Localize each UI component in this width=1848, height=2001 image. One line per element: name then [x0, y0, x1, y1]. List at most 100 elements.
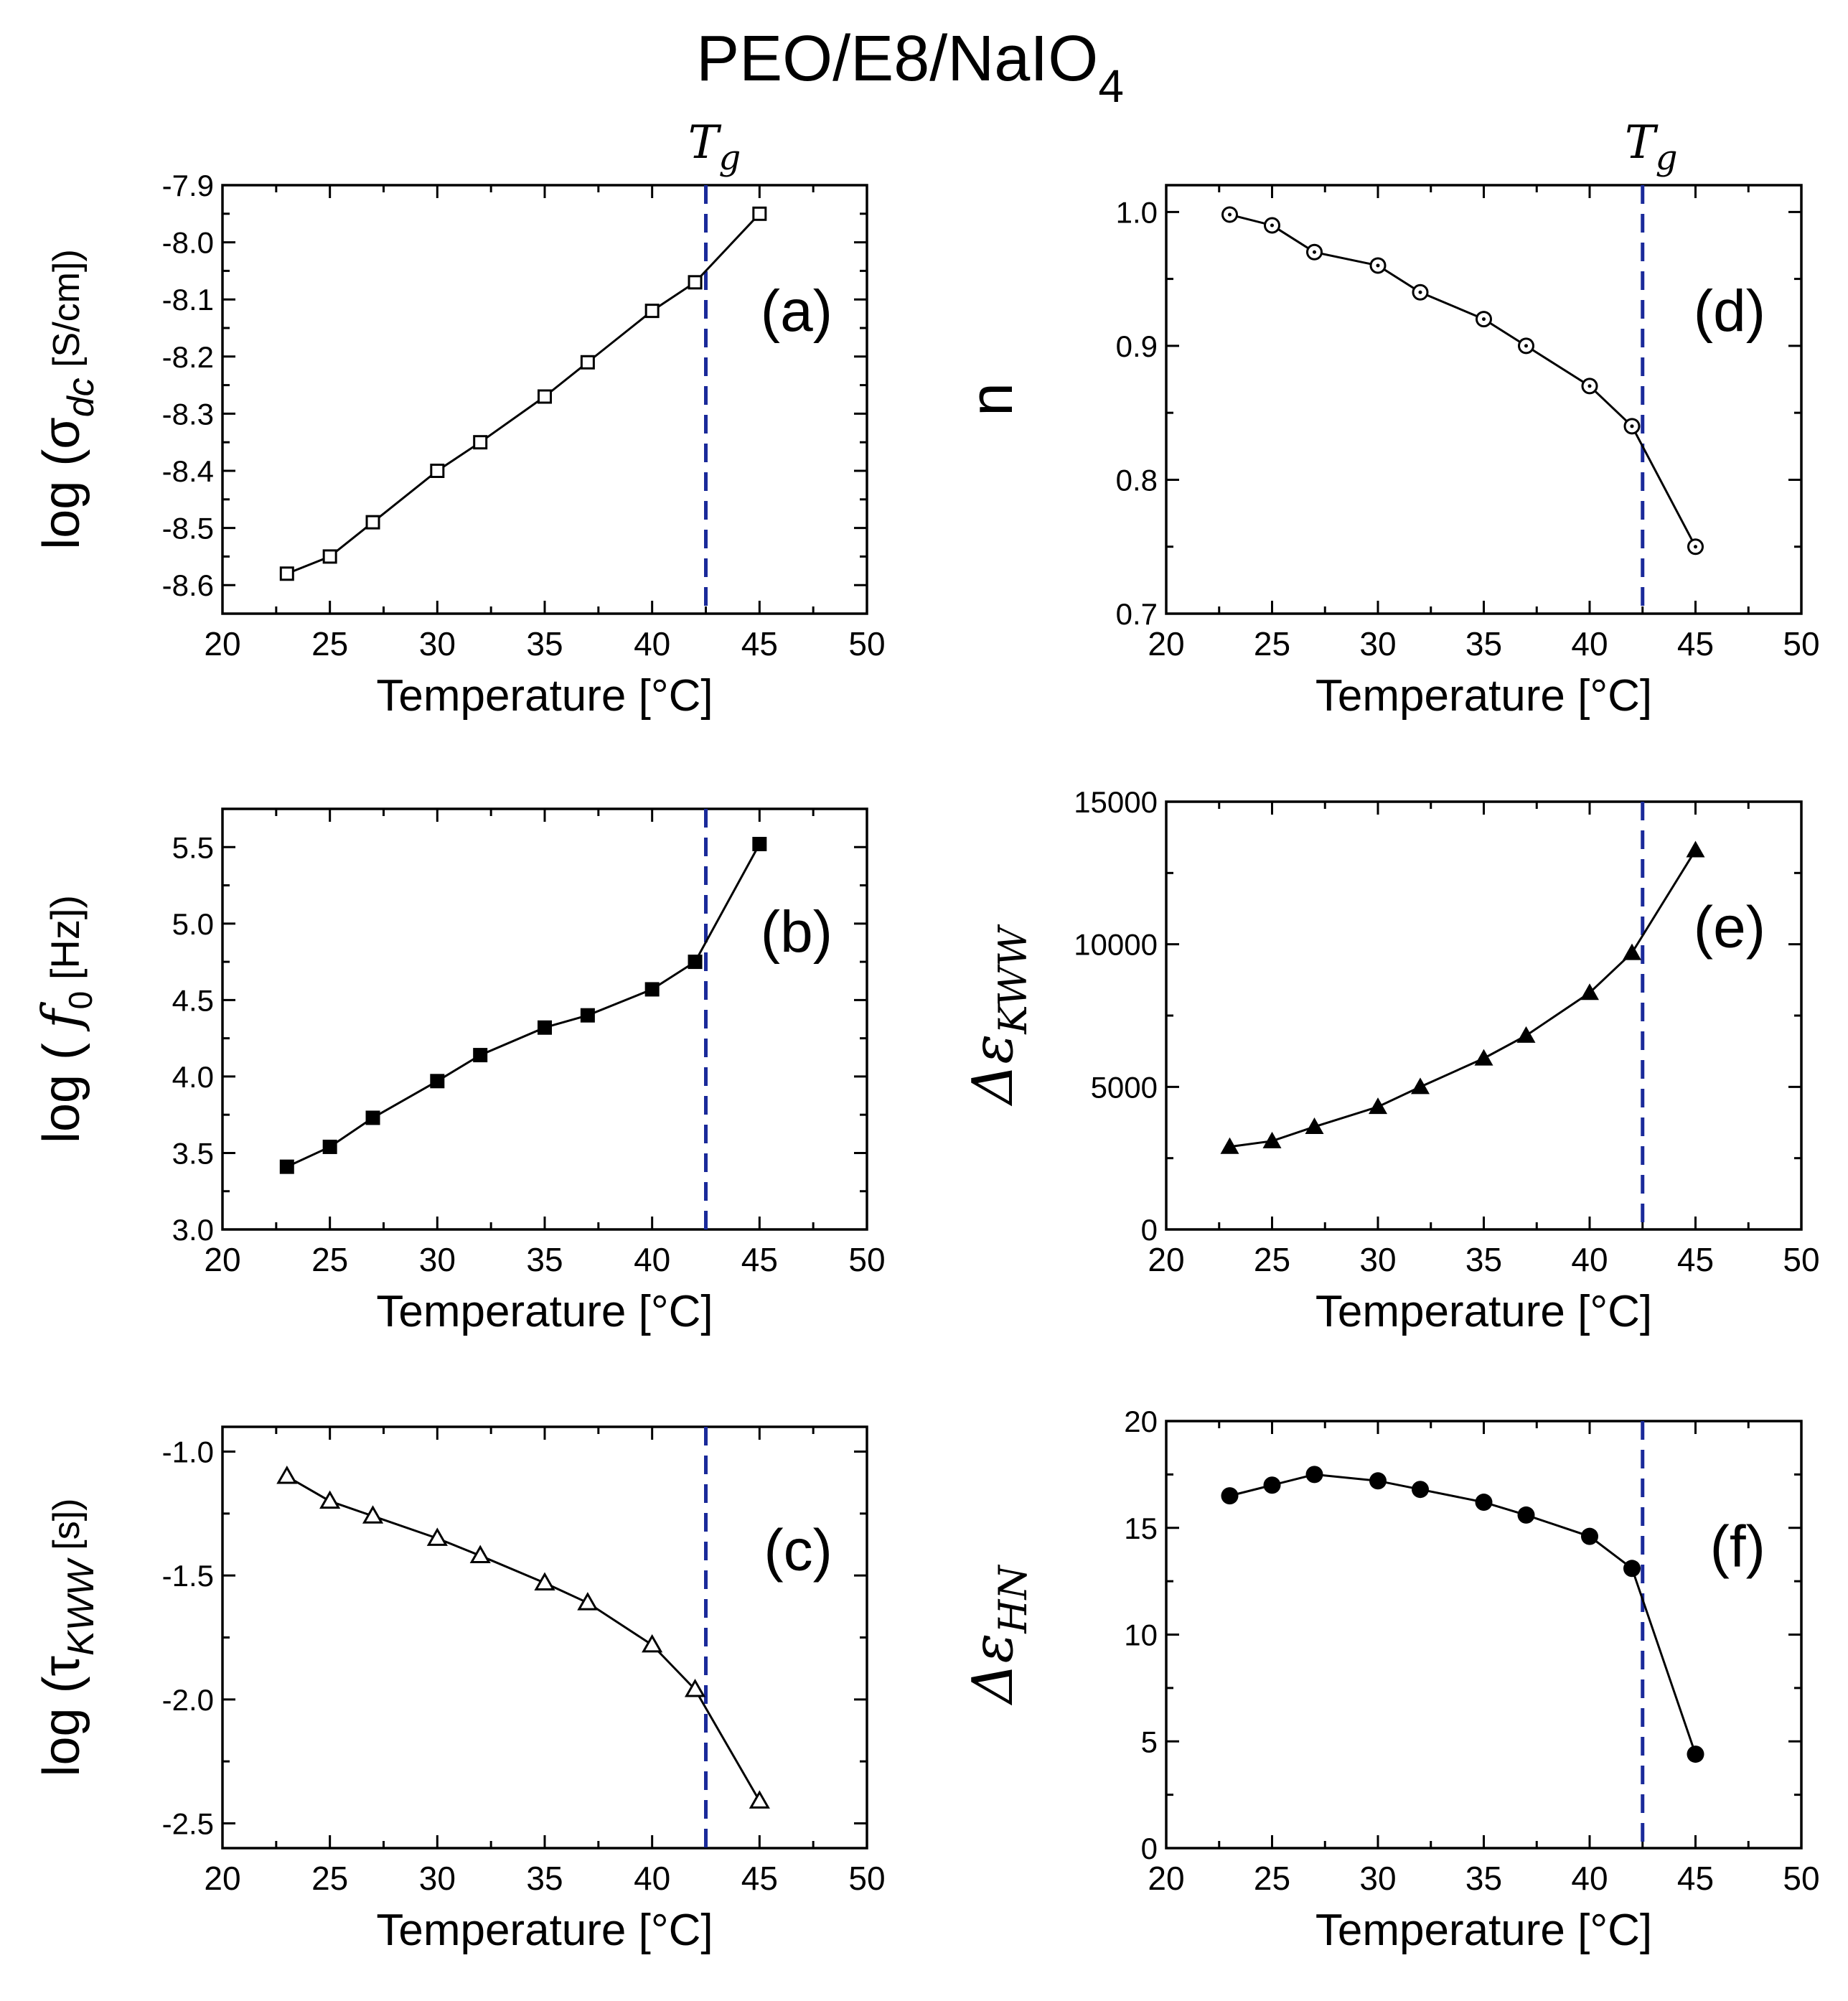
x-tick-label: 20: [204, 1860, 240, 1897]
data-point: [1517, 1506, 1535, 1524]
data-point: [1623, 418, 1641, 435]
y-label-main: log (: [33, 1028, 90, 1143]
x-tick-label: 35: [1465, 1860, 1502, 1897]
x-tick-label: 40: [1571, 1860, 1608, 1897]
x-tick-label: 35: [1465, 625, 1502, 662]
y-tick-label: -1.0: [162, 1435, 214, 1469]
x-tick-label: 25: [311, 1241, 348, 1278]
x-tick-label: 30: [419, 1241, 456, 1278]
x-tick-label: 25: [311, 625, 348, 662]
data-point: [1220, 1137, 1239, 1154]
data-point: [644, 304, 660, 319]
data-point-dot: [1228, 212, 1232, 217]
x-axis-label: Temperature [°C]: [1315, 671, 1652, 721]
data-point: [473, 1048, 488, 1063]
x-tick-label: 20: [204, 625, 240, 662]
data-point-dot: [1482, 317, 1486, 322]
data-point: [279, 566, 294, 581]
data-point: [1262, 1131, 1282, 1148]
y-tick-label: -2.5: [162, 1806, 214, 1840]
data-point: [684, 1678, 706, 1697]
x-tick-label: 30: [1359, 1860, 1396, 1897]
series-line: [286, 1475, 761, 1802]
data-point: [1305, 1466, 1323, 1484]
x-tick-label: 25: [1254, 1860, 1290, 1897]
y-label-main: Δε: [961, 1634, 1026, 1706]
y-tick-label: 0: [1141, 1213, 1158, 1247]
chart-panel-a: 20 25 30 35 40 45 50 -8.6 -8.5 -8.4 -8.3 -8.2 -8.1 -8…: [33, 116, 886, 721]
data-point-dot: [1376, 263, 1380, 268]
x-tick-label: 45: [1677, 1860, 1714, 1897]
data-point: [1369, 257, 1387, 274]
figure-title: PEO/E8/NaIO4: [696, 23, 1124, 112]
data-point: [1581, 378, 1598, 395]
x-tick-label: 50: [1783, 1241, 1819, 1278]
data-point: [1221, 1487, 1239, 1505]
x-tick-label: 35: [526, 1241, 563, 1278]
y-tick-label: -7.9: [162, 169, 214, 202]
plot-frame: [1165, 800, 1803, 1231]
panel-label: (c): [764, 1518, 832, 1583]
y-axis-label: ΔεHN: [961, 1564, 1036, 1705]
data-point: [365, 515, 380, 530]
tg-label-symbol: T: [688, 116, 722, 169]
panel-label: (d): [1694, 278, 1765, 344]
y-label-sub: 0: [62, 991, 99, 1010]
chart-panel-e: 20 25 30 35 40 45 50 0 5000 10000 15000 (e) Temperat…: [961, 785, 1820, 1336]
y-label-unit: [S/cm]): [46, 249, 88, 378]
y-axis-label: n: [957, 383, 1025, 416]
y-tick-label: -8.5: [162, 512, 214, 545]
x-axis-label: Temperature [°C]: [1315, 1287, 1652, 1336]
y-tick-label: 0.7: [1116, 597, 1158, 631]
data-point: [1580, 983, 1599, 1001]
data-point-dot: [1313, 250, 1316, 254]
data-point: [469, 1545, 491, 1564]
chart-panel-d: 20 25 30 35 40 45 50 0.7 0.8 0.9 1.0 Tg (d) Temperatu…: [957, 116, 1820, 721]
x-axis-label: Temperature [°C]: [376, 1906, 713, 1955]
data-point: [1411, 1077, 1430, 1095]
plot-frame: [1165, 1420, 1803, 1850]
data-point: [1221, 206, 1238, 223]
chart-panel-c: 20 25 30 35 40 45 50 -2.5 -2.0 -1.5 -1.0 (c) Tempera…: [33, 1425, 886, 1955]
data-point: [1476, 311, 1492, 328]
x-axis-label: Temperature [°C]: [1315, 1906, 1652, 1955]
data-point: [688, 275, 703, 290]
panel-label: (a): [761, 278, 832, 344]
chart-panel-f: 20 25 30 35 40 45 50 0 5 10 15 20 (f) Temperature [°C…: [961, 1405, 1820, 1955]
data-point: [644, 982, 660, 997]
data-point: [426, 1527, 448, 1546]
plot-frame: [221, 1425, 868, 1850]
data-point: [430, 1074, 445, 1089]
y-tick-label: -8.1: [162, 283, 214, 317]
data-point: [580, 1008, 595, 1023]
panel-label: (b): [761, 899, 832, 965]
data-point: [365, 1110, 380, 1125]
x-tick-label: 35: [526, 1860, 563, 1897]
y-tick-label: -8.4: [162, 454, 214, 488]
data-point: [577, 1592, 599, 1611]
data-point: [1306, 243, 1323, 261]
data-point: [1412, 1481, 1429, 1499]
data-point: [1475, 1494, 1493, 1512]
data-point: [279, 1159, 294, 1174]
y-label-main: n: [957, 383, 1025, 416]
x-tick-label: 45: [1677, 1241, 1714, 1278]
data-point-dot: [1524, 344, 1528, 348]
data-point: [1623, 943, 1641, 960]
y-tick-label: -2.0: [162, 1683, 214, 1717]
data-point: [1686, 840, 1705, 858]
tg-label: Tg: [688, 116, 741, 178]
data-point: [538, 1020, 552, 1035]
data-point: [322, 1139, 337, 1154]
x-tick-label: 25: [1254, 1241, 1290, 1278]
y-tick-label: 20: [1124, 1405, 1158, 1438]
data-point: [538, 389, 552, 404]
data-point: [430, 464, 445, 478]
data-point: [1369, 1472, 1387, 1490]
data-point-dot: [1587, 384, 1592, 388]
y-tick-label: 3.5: [172, 1136, 214, 1170]
series-line: [1229, 849, 1697, 1148]
data-point: [322, 549, 337, 564]
x-tick-label: 40: [1571, 1241, 1608, 1278]
y-tick-label: 1.0: [1116, 195, 1158, 229]
